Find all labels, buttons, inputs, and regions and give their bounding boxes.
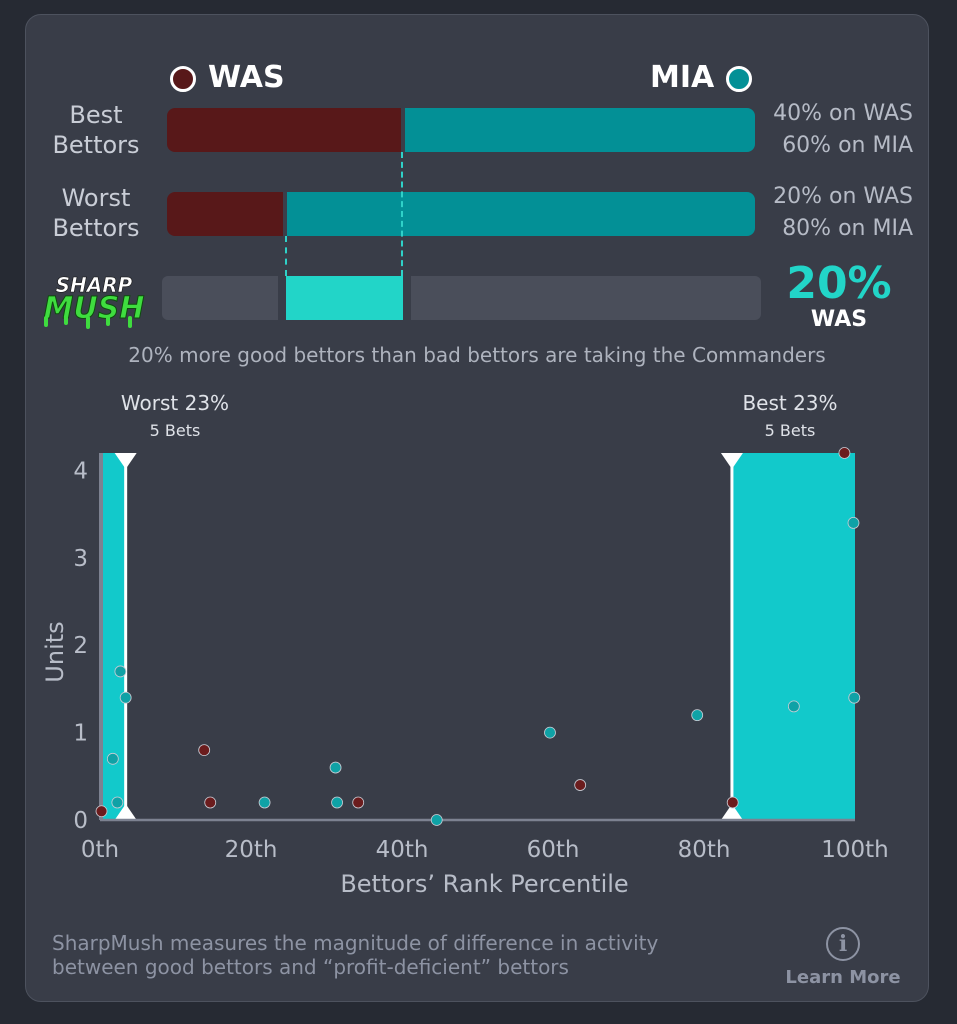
worst-mia-segment [287, 192, 755, 236]
y-tick-label: 3 [73, 546, 88, 572]
region-best-top-marker [720, 453, 743, 469]
point-mia [787, 700, 800, 713]
x-axis-title: Bettors’ Rank Percentile [340, 870, 628, 898]
y-tick-label: 2 [73, 633, 88, 659]
region-worst-top-marker [114, 453, 137, 469]
x-tick-label: 40th [376, 837, 429, 863]
y-tick-label: 4 [73, 458, 88, 484]
point-mia [331, 796, 343, 809]
worst-bettors-label: Worst Bettors [52, 184, 140, 242]
x-tick-label: 60th [527, 837, 580, 863]
sharpmush-track-right [411, 276, 761, 320]
sharpmush-caption: 20% more good bettors than bad bettors a… [128, 343, 826, 367]
region-worst-sublabel: 5 Bets [150, 421, 201, 440]
worst-was-segment [167, 192, 283, 236]
logo-text-sharp: SHARP [56, 273, 133, 297]
point-mia [119, 691, 132, 704]
sharpmush-track-left [162, 276, 278, 320]
mia-team-label: MIA [650, 60, 715, 95]
x-tick-label: 0th [81, 837, 119, 863]
best-bettors-bar [167, 108, 755, 152]
best-bettors-pcts: 40% on WAS 60% on MIA [773, 101, 913, 158]
logo-drip [44, 316, 132, 329]
point-mia [114, 665, 127, 678]
region-best [731, 453, 855, 820]
point-mia [691, 709, 704, 722]
worst-bettors-pcts: 20% on WAS 80% on MIA [773, 184, 913, 241]
point-mia [329, 761, 342, 774]
point-mia [106, 752, 119, 765]
region-worst-label: Worst 23% [121, 391, 229, 415]
best-was-segment [167, 108, 401, 152]
worst-split-connector [285, 236, 287, 276]
x-tick-label: 20th [225, 837, 278, 863]
worst-region-edge [99, 453, 103, 820]
region-best-sublabel: 5 Bets [765, 421, 816, 440]
x-tick-label: 80th [678, 837, 731, 863]
point-mia [430, 814, 443, 826]
point-was [574, 779, 587, 791]
best-split-connector [401, 152, 403, 276]
footer-description: SharpMush measures the magnitude of diff… [52, 931, 659, 979]
best-bettors-label: Best Bettors [52, 101, 140, 159]
logo-text-mush: MUSH [44, 291, 145, 326]
point-was [726, 796, 739, 809]
was-team-dot [170, 66, 196, 92]
point-was [95, 805, 108, 818]
x-tick-label: 100th [821, 837, 889, 863]
point-mia [111, 796, 124, 809]
region-best-bottom-marker [720, 804, 743, 820]
worst-bettors-bar [167, 192, 755, 236]
sharpmush-value: 20% [786, 258, 892, 309]
sharpmush-difference-fill [286, 276, 403, 320]
point-mia [258, 796, 271, 809]
sharpmush-team: WAS [810, 307, 868, 332]
region-worst [100, 453, 126, 820]
mia-team-dot [726, 66, 752, 92]
y-tick-label: 0 [73, 808, 88, 834]
point-was [198, 744, 211, 756]
info-icon[interactable]: i [826, 927, 860, 961]
best-mia-segment [405, 108, 755, 152]
point-mia [544, 726, 556, 739]
y-axis-title: Units [41, 621, 69, 682]
point-was [352, 796, 365, 809]
learn-more-link[interactable]: Learn More [785, 967, 901, 988]
point-was [838, 447, 851, 459]
point-was [204, 796, 217, 809]
y-tick-label: 1 [73, 721, 88, 747]
point-mia [848, 691, 861, 704]
point-mia [847, 517, 860, 529]
region-worst-bottom-marker [114, 804, 137, 820]
sharpmush-logo: SHARP MUSH [36, 272, 152, 330]
region-best-label: Best 23% [742, 391, 837, 415]
was-team-label: WAS [208, 60, 285, 95]
